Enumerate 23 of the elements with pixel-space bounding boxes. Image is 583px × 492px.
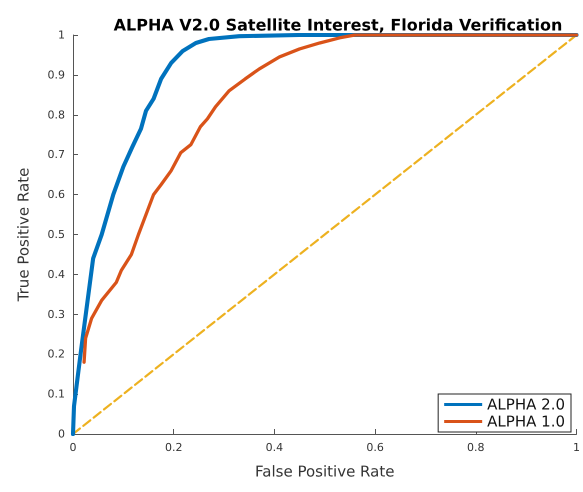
y-tick-label: 0.3	[48, 308, 65, 321]
x-axis-title: False Positive Rate	[255, 462, 394, 480]
x-tick-label: 0.8	[467, 441, 485, 454]
chart-title: ALPHA V2.0 Satellite Interest, Florida Verification	[114, 16, 562, 34]
legend-label: ALPHA 1.0	[487, 412, 565, 430]
y-axis-title: True Positive Rate	[14, 168, 32, 302]
y-tick-label: 1	[58, 28, 65, 42]
y-tick-label: 0.7	[48, 148, 65, 162]
legend-label: ALPHA 2.0	[487, 396, 565, 414]
y-tick-label: 0.9	[48, 68, 65, 82]
x-tick-label: 1	[573, 441, 580, 454]
y-tick-label: 0.6	[48, 188, 65, 202]
line-series	[82, 33, 578, 364]
x-tick-label: 0	[70, 441, 76, 454]
y-tick-label: 0.2	[48, 348, 65, 361]
y-tick-label: 0.8	[48, 108, 65, 122]
y-tick-label: 0.4	[48, 268, 65, 281]
x-tick-label: 0.6	[366, 441, 384, 454]
y-tick-label: 0	[58, 428, 65, 440]
x-tick-label: 0.2	[164, 441, 182, 454]
x-tick-label: 0.4	[266, 441, 284, 454]
y-tick-label: 0.1	[48, 388, 65, 401]
y-tick-label: 0.5	[48, 228, 65, 241]
